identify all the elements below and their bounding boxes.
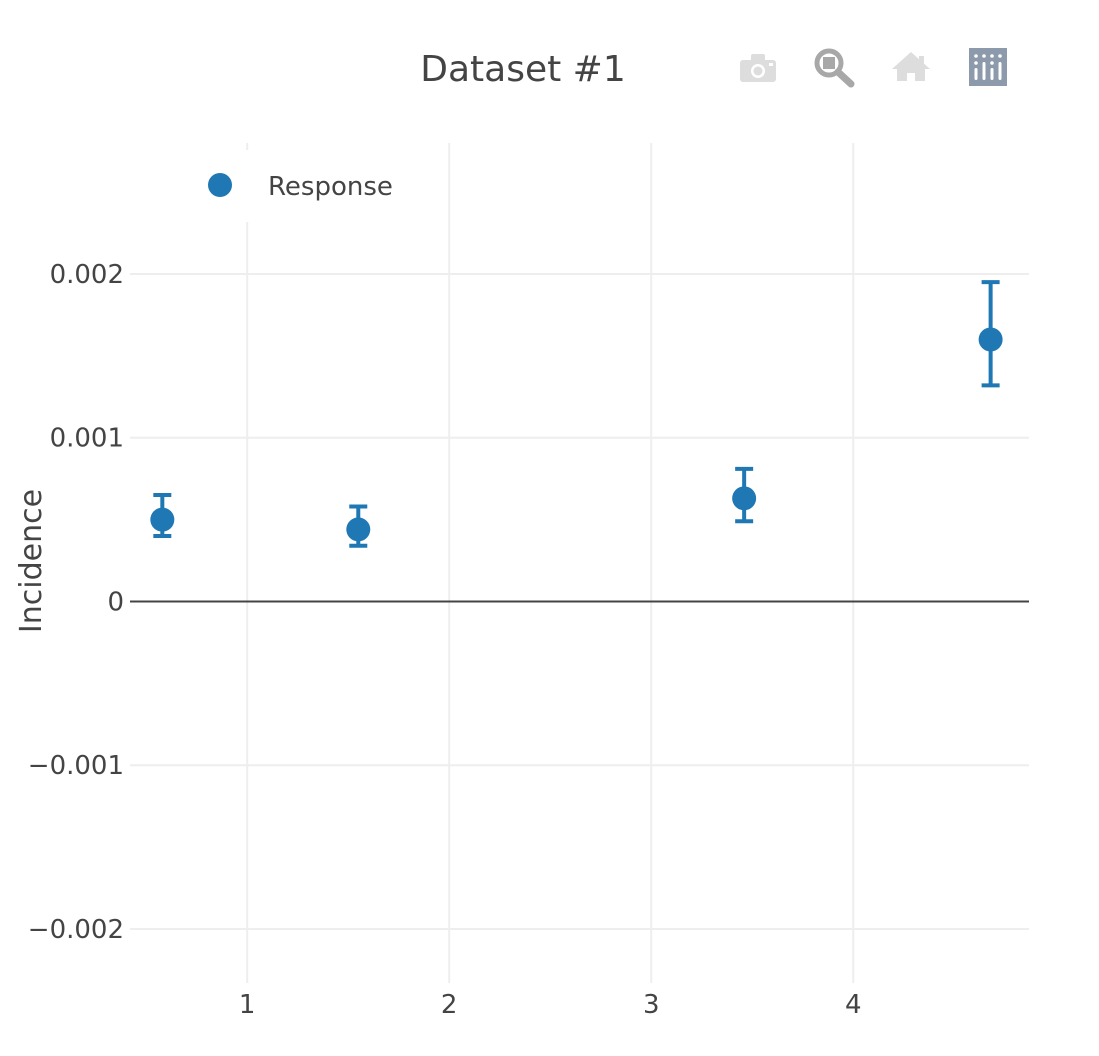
data-point[interactable] bbox=[978, 327, 1003, 352]
chart-title: Dataset #1 bbox=[420, 49, 626, 90]
y-tick-label: 0.001 bbox=[50, 424, 124, 454]
modebar bbox=[740, 48, 1007, 88]
y-tick-label: −0.002 bbox=[28, 915, 124, 945]
reset-axes-button[interactable] bbox=[892, 50, 930, 86]
x-tick-label: 4 bbox=[845, 990, 862, 1020]
y-tick-label: 0 bbox=[107, 587, 124, 617]
x-gridlines bbox=[246, 143, 855, 983]
data-point[interactable] bbox=[150, 507, 175, 532]
x-tick-label: 2 bbox=[441, 990, 458, 1020]
camera-icon bbox=[740, 54, 776, 82]
y-tick-labels: 0.002 0.001 0 −0.001 −0.002 bbox=[28, 260, 124, 945]
zoom-button[interactable] bbox=[814, 48, 855, 88]
y-tick-label: 0.002 bbox=[50, 260, 124, 290]
legend-background bbox=[195, 150, 420, 222]
x-tick-labels: 1 2 3 4 bbox=[239, 990, 862, 1020]
data-point[interactable] bbox=[346, 517, 371, 542]
plotly-logo-button[interactable] bbox=[969, 48, 1007, 86]
download-plot-button[interactable] bbox=[740, 50, 778, 86]
x-tick-label: 1 bbox=[239, 990, 256, 1020]
legend-marker bbox=[208, 173, 232, 197]
x-tick-label: 3 bbox=[643, 990, 660, 1020]
legend[interactable]: Response bbox=[195, 150, 420, 222]
data-point[interactable] bbox=[732, 486, 757, 511]
y-gridlines bbox=[130, 272, 1029, 930]
home-icon bbox=[892, 52, 930, 81]
zoom-icon bbox=[814, 48, 855, 88]
data-points bbox=[150, 327, 1003, 542]
y-axis-title: Incidence bbox=[14, 489, 49, 633]
legend-item-label: Response bbox=[268, 172, 393, 202]
y-tick-label: −0.001 bbox=[28, 751, 124, 781]
